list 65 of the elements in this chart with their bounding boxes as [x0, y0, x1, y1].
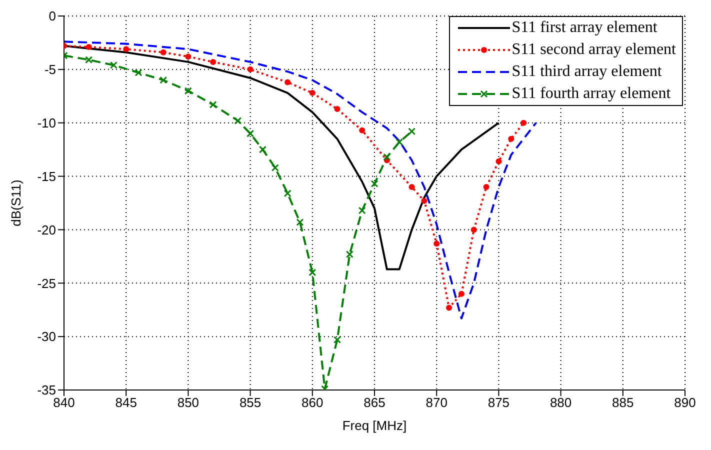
point — [210, 58, 216, 65]
x-tick-label: 890 — [674, 395, 696, 410]
point — [284, 190, 292, 198]
point — [383, 153, 391, 161]
point — [246, 130, 254, 138]
x-tick-label: 840 — [53, 395, 75, 410]
point — [284, 79, 291, 86]
y-tick-label: 0 — [48, 8, 56, 24]
point — [334, 106, 340, 112]
point — [160, 49, 166, 56]
x-tick-label: 870 — [426, 395, 448, 410]
y-tick-label: -15 — [37, 168, 56, 184]
point — [446, 304, 452, 311]
y-tick-label: -5 — [44, 62, 56, 78]
point — [470, 226, 477, 233]
point — [483, 184, 490, 190]
x-tick-label: 845 — [115, 395, 137, 410]
point — [496, 158, 502, 164]
point — [308, 268, 316, 276]
legend-label: S11 first array element — [512, 19, 658, 37]
point — [110, 61, 118, 69]
point — [185, 54, 192, 60]
point — [458, 290, 464, 297]
y-tick-label: -25 — [37, 276, 56, 291]
x-tick-label: 875 — [488, 395, 510, 410]
x-tick-label: 850 — [177, 395, 200, 410]
point — [408, 184, 415, 190]
legend-label: S11 second array element — [512, 41, 676, 59]
point — [359, 127, 366, 134]
legend-label: S11 third array element — [512, 63, 662, 81]
point — [184, 87, 192, 95]
point — [271, 164, 279, 172]
y-tick-label: -30 — [37, 329, 56, 344]
point — [247, 66, 254, 72]
point — [421, 198, 428, 204]
point — [134, 68, 142, 76]
x-tick-label: 880 — [550, 395, 572, 410]
x-tick-label: 860 — [302, 395, 324, 410]
y-tick-label: -35 — [37, 382, 56, 398]
x-tick-label: 865 — [364, 395, 386, 410]
point — [309, 90, 316, 96]
point — [234, 116, 242, 124]
point — [333, 336, 341, 344]
point — [434, 240, 440, 247]
point — [85, 56, 93, 64]
y-tick-label: -10 — [37, 115, 56, 130]
point — [209, 100, 217, 108]
y-axis-title: dB(S11) — [8, 180, 24, 226]
point — [86, 44, 92, 50]
point — [296, 218, 304, 226]
point — [520, 120, 527, 126]
point — [370, 180, 378, 188]
point — [408, 128, 416, 136]
point — [508, 136, 514, 142]
x-tick-label: 885 — [612, 395, 634, 410]
x-axis-title: Freq [MHz] — [342, 418, 407, 433]
y-tick-label: -20 — [37, 222, 56, 238]
point — [396, 138, 404, 146]
point — [358, 206, 366, 214]
point — [346, 250, 354, 258]
point — [123, 46, 130, 52]
x-tick-label: 855 — [239, 395, 262, 410]
point — [160, 76, 168, 84]
legend-label: S11 fourth array element — [512, 85, 671, 103]
point — [258, 146, 266, 154]
